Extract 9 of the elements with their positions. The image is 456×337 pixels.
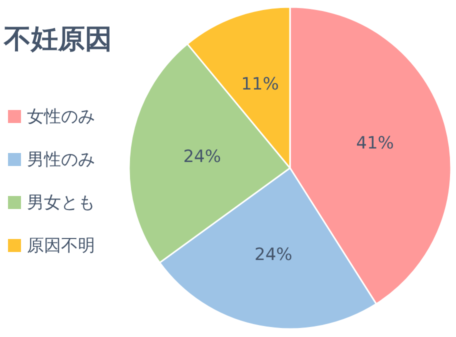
legend-label: 女性のみ [27, 107, 95, 127]
data-label: 11% [241, 74, 279, 95]
legend-label: 男女とも [27, 193, 95, 213]
legend-label: 原因不明 [27, 236, 95, 256]
text: 不妊原因 [3, 24, 112, 55]
legend-label: 男性のみ [27, 150, 95, 170]
data-label: 41% [356, 133, 394, 154]
data-label: 24% [254, 244, 292, 265]
data-label: 24% [183, 146, 222, 167]
